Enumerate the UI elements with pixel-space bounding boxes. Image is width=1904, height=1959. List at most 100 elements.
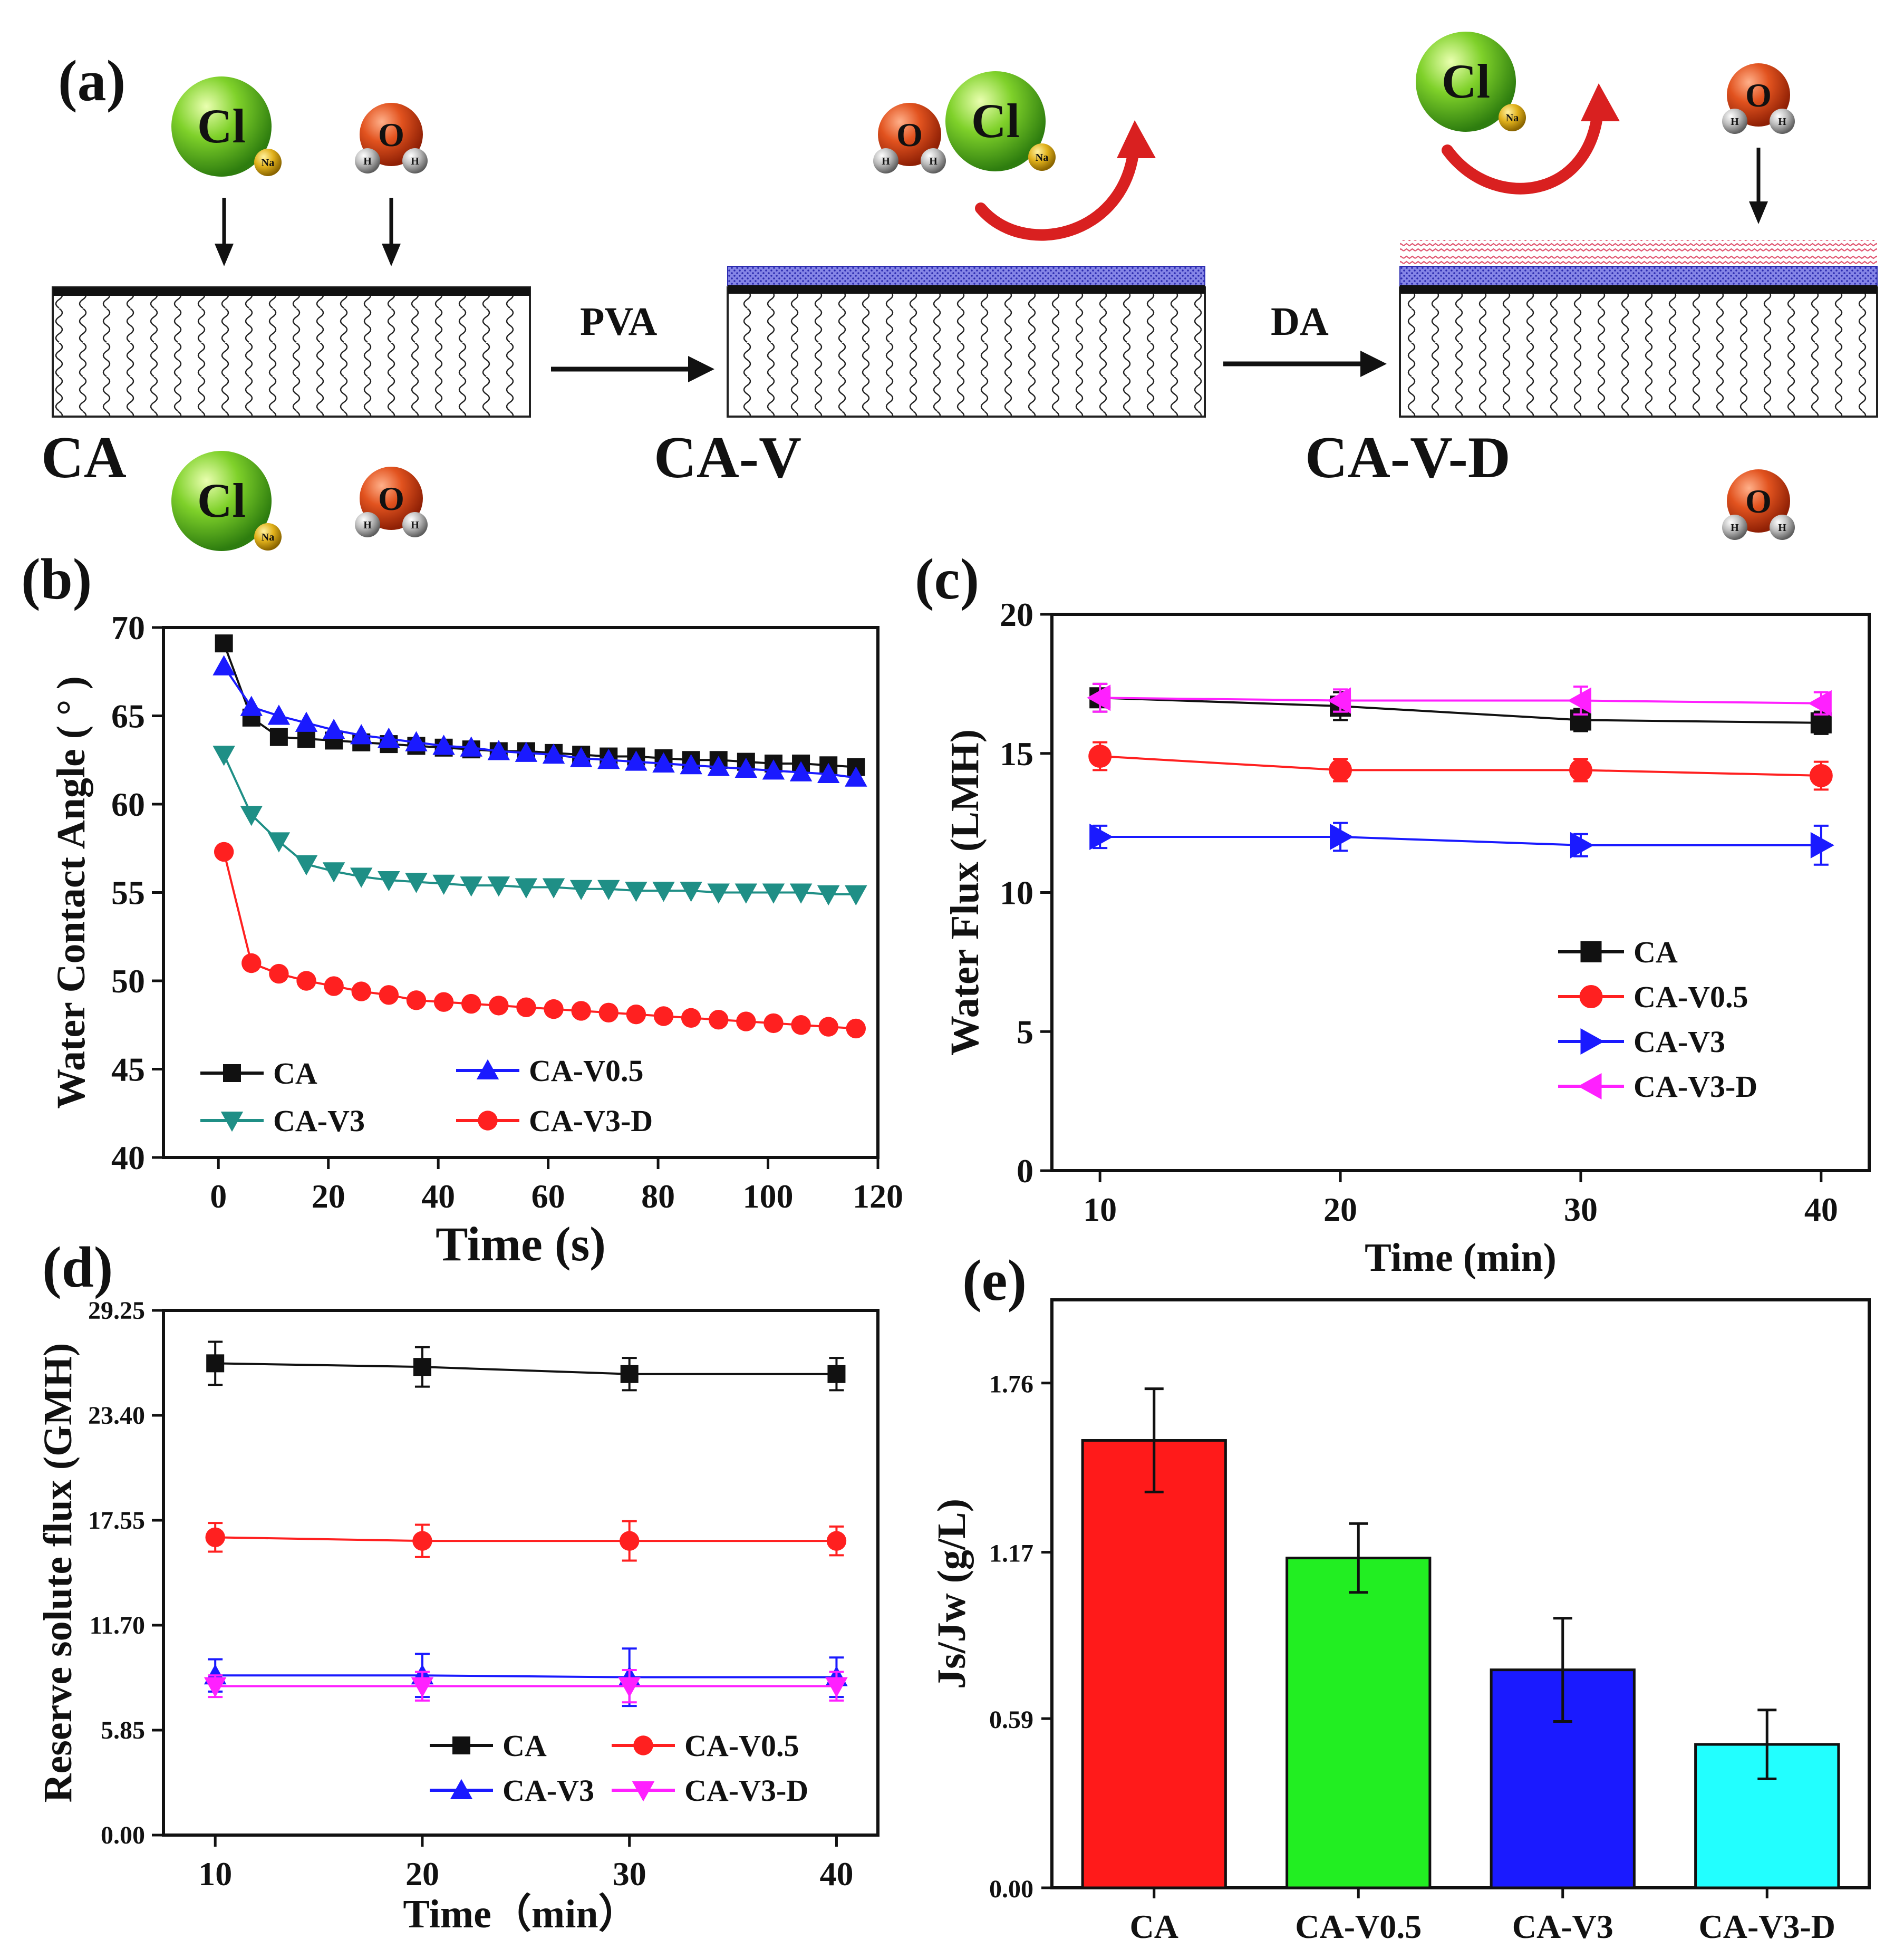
legend-marker <box>450 1779 473 1799</box>
x-axis-title: Time（min） <box>403 1892 638 1936</box>
x-tick-label: CA-V0.5 <box>1295 1908 1422 1945</box>
data-point-CA-V3 <box>652 882 675 902</box>
panel-a-label: (a) <box>58 49 125 113</box>
series-line-CA-V0.5 <box>215 1536 837 1542</box>
data-point-CA <box>215 634 233 653</box>
data-point-CA-V0.5 <box>789 761 813 781</box>
data-point-CA-V3-D <box>681 1008 701 1028</box>
x-tick-label: 100 <box>743 1178 794 1215</box>
data-point-CA-V0.5 <box>597 749 620 769</box>
data-point-CA-V3-D <box>825 1677 848 1697</box>
y-tick-label: 5.85 <box>101 1716 145 1744</box>
arrow-da <box>1223 351 1387 377</box>
y-tick-label: 0.00 <box>989 1875 1033 1903</box>
data-point-CA-V3 <box>378 871 400 892</box>
y-tick-label: 55 <box>111 874 145 912</box>
data-point-CA-V0.5 <box>412 1531 432 1551</box>
y-tick-label: 0.00 <box>101 1821 145 1849</box>
plot-frame <box>1050 1298 1871 1889</box>
data-point-CA-V3-D <box>618 1677 641 1697</box>
y-tick-label: 23.40 <box>88 1402 145 1430</box>
data-point-CA-V3 <box>569 880 593 901</box>
chart-panel-d: (d) 10 20 30 40 0.00 5.85 11.70 17.55 23.40 29.25 T… <box>36 1235 879 1936</box>
data-point-CA-V0.5 <box>350 724 373 745</box>
data-point-CA-V3 <box>1089 824 1114 850</box>
x-tick-label: 0 <box>210 1178 227 1215</box>
panel-label: (d) <box>42 1235 113 1299</box>
data-point-CA-V3 <box>542 878 565 899</box>
y-tick-label: 40 <box>111 1139 145 1176</box>
y-tick-label: 60 <box>111 786 145 823</box>
x-tick-label: CA-V3 <box>1512 1908 1613 1945</box>
bar-CA <box>1081 1439 1227 1889</box>
legend-label: CA-V3-D <box>1634 1069 1757 1104</box>
data-point-CA-V3-D <box>406 990 427 1010</box>
data-point-CA-V0.5 <box>762 759 785 780</box>
data-point-CA-V3-D <box>241 953 262 973</box>
legend-marker <box>476 1059 499 1079</box>
data-point-CA <box>206 1354 225 1373</box>
data-point-CA-V3 <box>1570 832 1594 858</box>
atom-label: H <box>929 156 937 167</box>
atom-label: H <box>363 519 372 531</box>
legend-marker <box>1579 985 1603 1008</box>
data-point-CA-V3 <box>845 885 867 906</box>
data-point-CA-V0.5 <box>378 727 400 748</box>
data-point-CA-V0.5 <box>240 696 263 716</box>
data-point-CA <box>297 730 315 748</box>
legend-label: CA <box>1634 935 1678 969</box>
data-point-CA-V3-D <box>791 1015 811 1035</box>
curl-arrow-icon <box>1442 83 1620 195</box>
data-point-CA <box>620 1365 639 1383</box>
down-arrow <box>382 198 401 266</box>
legend-label: CA-V0.5 <box>1634 980 1748 1014</box>
data-point-CA-V0.5 <box>487 740 510 760</box>
series-line-CA-V3 <box>215 1674 837 1678</box>
nacl-molecule-icon: Cl Na <box>1416 32 1526 132</box>
x-axis-title: Time (s) <box>436 1217 606 1271</box>
data-point-CA-V3-D <box>1087 684 1111 711</box>
x-tick-label: 20 <box>312 1178 345 1215</box>
panel-label: (b) <box>21 547 92 611</box>
legend-label: CA-V3-D <box>529 1104 653 1138</box>
step-label-da: DA <box>1271 300 1329 344</box>
legend-label: CA-V3 <box>502 1773 594 1808</box>
data-point-CA-V3 <box>267 832 291 853</box>
bar-CA-V0.5 <box>1286 1557 1432 1889</box>
data-point-CA-V0.5 <box>295 711 318 732</box>
x-tick-label: 30 <box>1564 1191 1598 1228</box>
legend-marker <box>220 1112 244 1132</box>
atom-label: H <box>1731 522 1739 534</box>
curl-arrow-icon <box>975 120 1156 241</box>
y-tick-label: 11.70 <box>90 1611 145 1639</box>
x-tick-label: 40 <box>819 1855 853 1893</box>
data-point-CA-V3 <box>322 862 345 883</box>
data-point-CA-V3-D <box>709 1010 729 1030</box>
legend-label: CA <box>273 1056 317 1091</box>
legend-marker <box>223 1064 241 1082</box>
x-tick-label: 40 <box>1804 1191 1838 1228</box>
legend-marker <box>1578 1073 1602 1099</box>
data-point-CA-V3 <box>680 882 702 902</box>
x-axis-title: Time (min) <box>1365 1236 1557 1280</box>
membrane-ca-v-d <box>1399 240 1878 418</box>
data-point-CA-V0.5 <box>267 705 291 725</box>
y-tick-label: 1.17 <box>989 1540 1033 1568</box>
y-axis-title: Reserve solute flux (GMH) <box>36 1343 80 1803</box>
data-point-CA-V3 <box>212 746 235 766</box>
atom-label: H <box>411 519 419 531</box>
y-tick-label: 15 <box>1000 735 1033 773</box>
data-point-CA-V3 <box>1330 824 1354 850</box>
atom-label: O <box>1745 482 1772 520</box>
data-point-CA-V0.5 <box>652 752 675 773</box>
y-axis-title: Water Contact Angle ( ° ) <box>49 676 93 1109</box>
atom-label: H <box>1778 522 1786 534</box>
data-point-CA-V3 <box>597 880 620 901</box>
data-point-CA-V3-D <box>598 1002 618 1023</box>
data-point-CA-V3-D <box>214 842 234 862</box>
data-point-CA-V0.5 <box>619 1531 640 1551</box>
data-point-CA-V3-D <box>296 971 316 991</box>
data-point-CA-V3-D <box>489 996 509 1016</box>
y-tick-label: 50 <box>111 962 145 1000</box>
data-point-CA-V0.5 <box>322 719 345 739</box>
